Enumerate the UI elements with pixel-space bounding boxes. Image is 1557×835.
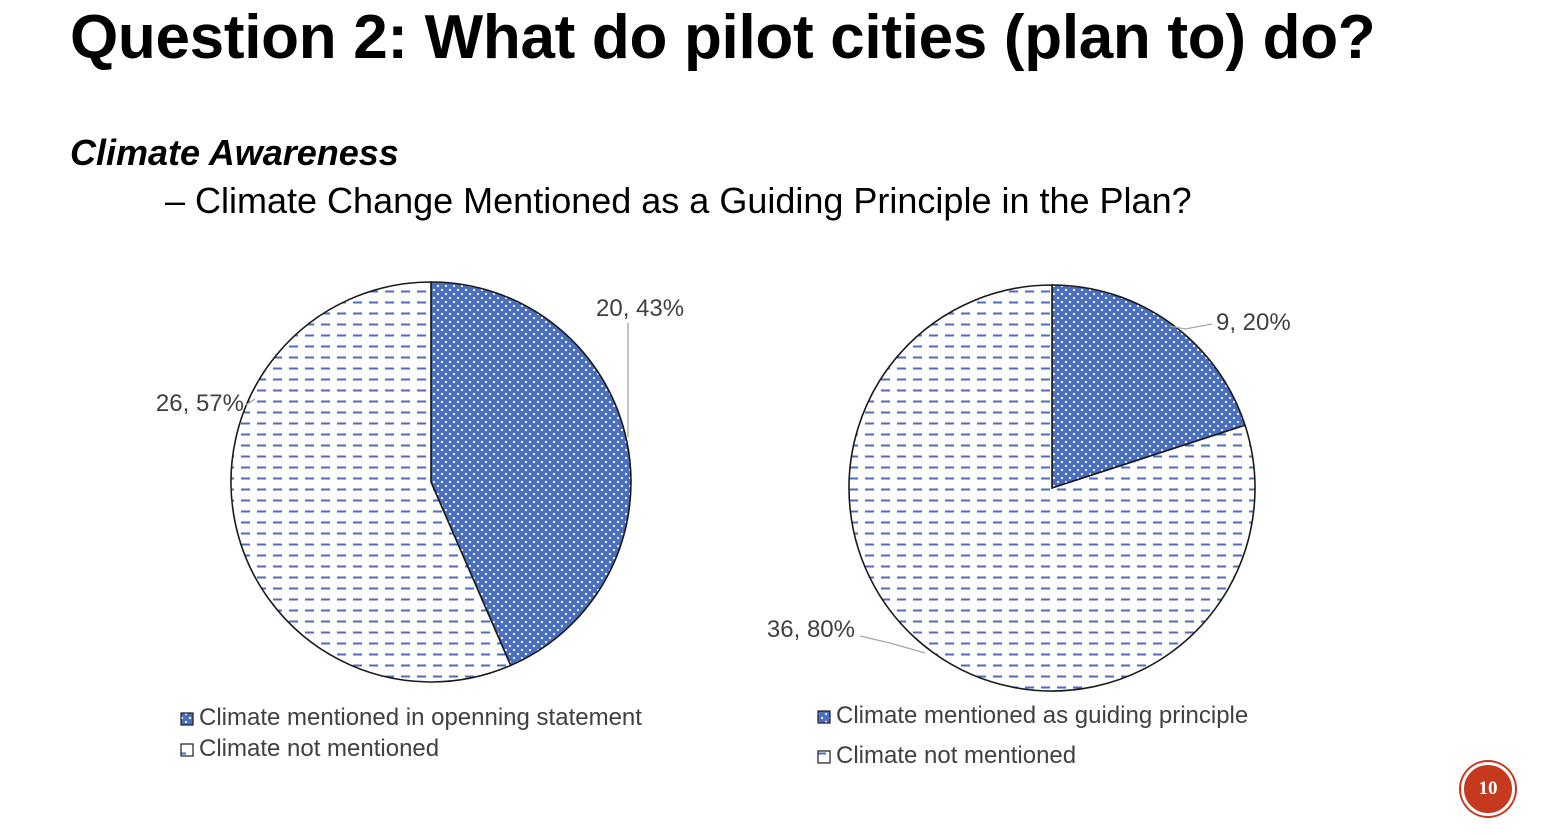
pie2-legend-swatch-1 <box>817 710 831 724</box>
pie1-data-label-1: 20, 43% <box>596 295 684 322</box>
slide-subline: – Climate Change Mentioned as a Guiding … <box>165 180 1192 221</box>
slide-subtitle: Climate Awareness <box>70 132 399 173</box>
pie2-leader-line-1 <box>1169 323 1213 330</box>
pie1-data-label-2: 26, 57% <box>156 390 244 417</box>
pie1-legend-label-1: Climate mentioned in openning statement <box>199 704 642 731</box>
pie2-legend-label-1: Climate mentioned as guiding principle <box>836 702 1248 729</box>
pie2-leader-line-2 <box>859 635 926 654</box>
pie2-legend-swatch-2 <box>817 750 831 764</box>
pie2-data-label-1: 9, 20% <box>1216 309 1291 336</box>
pie2-data-label-2: 36, 80% <box>767 616 855 643</box>
pie1-slice-1 <box>430 281 632 667</box>
pie1-leader-line-2 <box>245 398 256 406</box>
pie1-slice-2 <box>230 281 512 683</box>
pie2-legend-label-2: Climate not mentioned <box>836 742 1076 769</box>
pie2-slice-2 <box>848 284 1256 692</box>
pie2-slice-1 <box>1051 284 1247 490</box>
pie1-legend-swatch-2 <box>180 743 194 757</box>
pie1-legend-swatch-1 <box>180 712 194 726</box>
pie1-legend-label-2: Climate not mentioned <box>199 735 439 762</box>
page-number-badge: 10 <box>1461 762 1515 816</box>
slide-title: Question 2: What do pilot cities (plan t… <box>70 3 1376 72</box>
